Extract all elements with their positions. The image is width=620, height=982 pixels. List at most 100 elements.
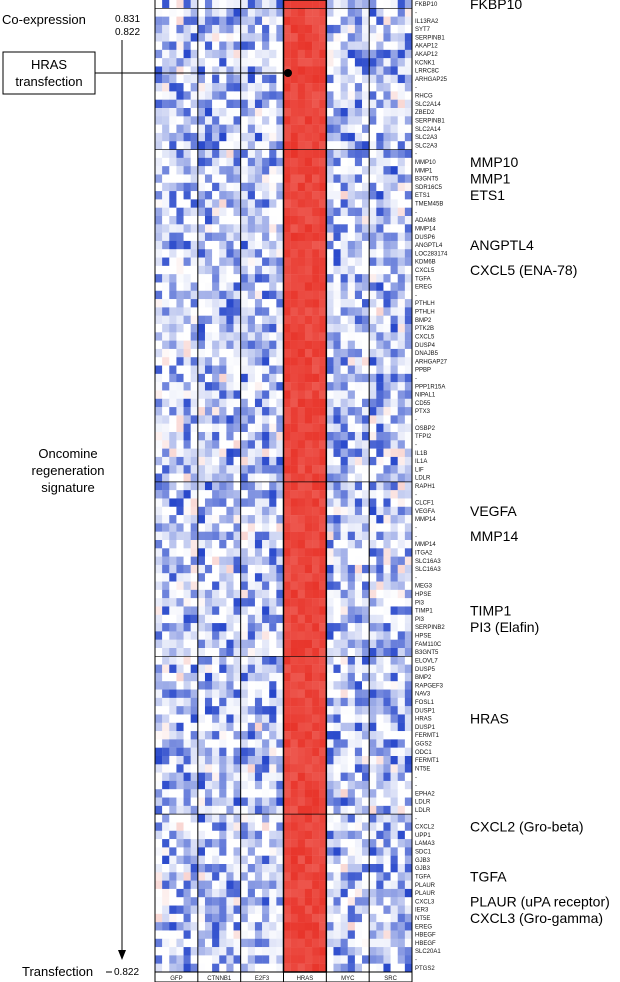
heatmap-cell — [155, 265, 163, 275]
heatmap-cell — [312, 166, 320, 175]
heatmap-cell — [162, 564, 170, 574]
heatmap-cell — [183, 274, 191, 283]
heatmap-cell — [183, 16, 191, 26]
heatmap-cell — [254, 506, 263, 516]
heatmap-cell — [283, 639, 291, 649]
heatmap-cell — [304, 373, 313, 383]
heatmap-cell — [233, 348, 241, 358]
heatmap-cell — [319, 822, 327, 831]
heatmap-cell — [197, 398, 206, 408]
heatmap-cell — [383, 423, 391, 433]
heatmap-cell — [376, 697, 384, 707]
heatmap-cell — [155, 864, 163, 873]
heatmap-cell — [347, 141, 356, 150]
heatmap-cell — [383, 0, 391, 9]
heatmap-cell — [347, 432, 356, 441]
heatmap-cell — [212, 290, 220, 300]
heatmap-cell — [212, 365, 220, 375]
heatmap-cell — [204, 99, 213, 109]
heatmap-cell — [347, 257, 356, 267]
heatmap-cell — [297, 24, 306, 34]
heatmap-cell — [290, 108, 298, 117]
heatmap-cell — [183, 191, 191, 200]
heatmap-cell — [383, 548, 391, 557]
heatmap-cell — [362, 706, 370, 715]
heatmap-cell — [276, 307, 284, 316]
heatmap-cell — [404, 672, 413, 682]
heatmap-cell — [204, 697, 213, 707]
heatmap-cell — [219, 423, 227, 433]
heatmap-cell — [397, 780, 406, 790]
heatmap-cell — [269, 797, 277, 807]
heatmap-cell — [304, 880, 313, 890]
heatmap-cell — [162, 141, 170, 150]
heatmap-cell — [290, 581, 298, 591]
heatmap-cell — [333, 83, 341, 92]
row-label: NT5E — [415, 766, 430, 772]
heatmap-cell — [333, 382, 341, 391]
heatmap-cell — [397, 265, 406, 275]
heatmap-cell — [362, 49, 370, 59]
heatmap-cell — [233, 224, 241, 233]
heatmap-cell — [254, 232, 263, 242]
heatmap-cell — [176, 897, 184, 906]
heatmap-cell — [397, 74, 406, 84]
heatmap-cell — [247, 697, 256, 707]
heatmap-cell — [312, 847, 320, 856]
coexpression-arrow-head — [118, 950, 126, 960]
heatmap-cell — [269, 706, 277, 715]
heatmap-cell — [283, 299, 291, 308]
heatmap-cell — [347, 947, 356, 956]
heatmap-cell — [176, 589, 184, 599]
heatmap-cell — [312, 772, 320, 782]
heatmap-cell — [369, 299, 377, 308]
heatmap-cell — [376, 722, 384, 732]
heatmap-cell — [190, 606, 199, 615]
heatmap-cell — [226, 614, 234, 624]
heatmap-cell — [197, 706, 206, 715]
heatmap-cell — [319, 814, 327, 823]
heatmap-cell — [326, 664, 334, 674]
heatmap-cell — [197, 49, 206, 59]
heatmap-cell — [354, 548, 363, 557]
heatmap-cell — [183, 681, 191, 690]
heatmap-cell — [190, 108, 199, 117]
heatmap-cell — [197, 91, 206, 100]
heatmap-cell — [347, 58, 356, 67]
heatmap-cell — [204, 332, 213, 341]
heatmap-cell — [297, 564, 306, 574]
heatmap-cell — [204, 739, 213, 748]
heatmap-cell — [240, 697, 249, 707]
heatmap-cell — [354, 116, 363, 125]
heatmap-cell — [269, 174, 277, 183]
heatmap-cell — [304, 963, 313, 973]
heatmap-cell — [319, 274, 327, 283]
heatmap-cell — [304, 490, 313, 499]
heatmap-cell — [262, 631, 270, 640]
heatmap-cell — [312, 0, 320, 9]
heatmap-cell — [204, 66, 213, 75]
heatmap-cell — [219, 689, 227, 699]
heatmap-cell — [319, 756, 327, 765]
heatmap-cell — [176, 149, 184, 159]
heatmap-cell — [283, 722, 291, 732]
heatmap-cell — [390, 739, 398, 748]
heatmap-cell — [219, 340, 227, 350]
heatmap-cell — [183, 448, 191, 458]
heatmap-cell — [226, 324, 234, 333]
heatmap-cell — [333, 216, 341, 225]
heatmap-cell — [319, 830, 327, 840]
heatmap-cell — [390, 108, 398, 117]
heatmap-cell — [226, 390, 234, 399]
heatmap-cell — [197, 41, 206, 51]
heatmap-cell — [383, 456, 391, 466]
row-label: SDC1 — [415, 850, 432, 856]
heatmap-cell — [297, 357, 306, 366]
heatmap-cell — [155, 108, 163, 117]
heatmap-cell — [404, 16, 413, 26]
heatmap-cell — [197, 407, 206, 416]
heatmap-cell — [340, 905, 348, 915]
heatmap-cell — [383, 515, 391, 524]
heatmap-cell — [333, 780, 341, 790]
heatmap-cell — [176, 58, 184, 67]
